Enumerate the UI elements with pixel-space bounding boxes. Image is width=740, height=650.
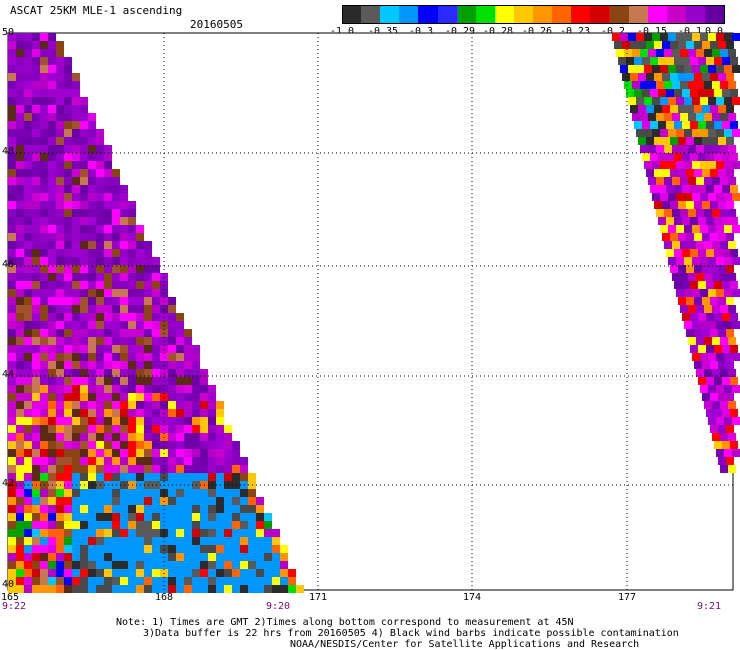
colorbar-label: -0.2	[600, 26, 626, 37]
right-swath	[612, 33, 740, 473]
lat-label-48: 48	[2, 146, 15, 157]
note-line-3: NOAA/NESDIS/Center for Satellite Applica…	[290, 639, 640, 650]
colorbar-label: -0.23	[559, 26, 591, 37]
lon-label-171: 171	[308, 592, 328, 603]
colorbar-swatch	[666, 5, 687, 24]
colorbar-label: -1.0	[329, 26, 355, 37]
left-swath	[8, 33, 304, 593]
colorbar-label: -0.26	[521, 26, 553, 37]
colorbar-swatch	[533, 5, 553, 24]
colorbar-swatch	[437, 5, 458, 24]
colorbar-swatch	[647, 5, 668, 24]
lat-label-40: 40	[2, 579, 15, 590]
graticule	[8, 33, 733, 590]
lat-label-46: 46	[2, 259, 15, 270]
colorbar-swatch	[609, 5, 629, 24]
colorbar-label: -0.15	[636, 26, 668, 37]
note-line-2: 3)Data buffer is 22 hrs from 20160505 4)…	[143, 628, 679, 639]
colorbar-label: -0.1	[677, 26, 703, 37]
colorbar-label: -0.28	[482, 26, 514, 37]
colorbar-swatch	[456, 5, 477, 24]
lon-label-177: 177	[617, 592, 637, 603]
map-date: 20160505	[190, 18, 243, 31]
colorbar-swatch	[552, 5, 572, 24]
colorbar-swatch	[475, 5, 496, 24]
colorbar-swatch	[704, 5, 726, 24]
colorbar-swatch	[685, 5, 706, 24]
colorbar-label: -0.35	[367, 26, 399, 37]
colorbar-label: 0.0	[704, 26, 724, 37]
colorbar-swatch	[513, 5, 534, 24]
colorbar-swatch	[571, 5, 591, 24]
time-label-left: 9:22	[2, 601, 27, 612]
lon-label-174: 174	[462, 592, 482, 603]
colorbar-swatch	[342, 5, 363, 24]
lat-label-44: 44	[2, 369, 15, 380]
colorbar-label: -0.3	[408, 26, 434, 37]
colorbar-swatch	[590, 5, 610, 24]
colorbar-swatch	[494, 5, 515, 24]
colorbar-swatch	[628, 5, 649, 24]
colorbar-swatch	[418, 5, 438, 24]
colorbar-label: -0.29	[444, 26, 476, 37]
lon-label-168: 168	[154, 592, 174, 603]
colorbar-swatch	[399, 5, 419, 24]
colorbar-swatch	[361, 5, 381, 24]
note-line-1: Note: 1) Times are GMT 2)Times along bot…	[116, 617, 574, 628]
lat-label-42: 42	[2, 478, 15, 489]
map-title: ASCAT 25KM MLE-1 ascending	[10, 4, 183, 17]
time-label-right: 9:21	[697, 601, 722, 612]
colorbar-swatch	[380, 5, 400, 24]
time-label-mid: 9:20	[266, 601, 291, 612]
lon-label-165: 165	[0, 592, 20, 603]
lat-label-50: 50	[2, 27, 15, 38]
